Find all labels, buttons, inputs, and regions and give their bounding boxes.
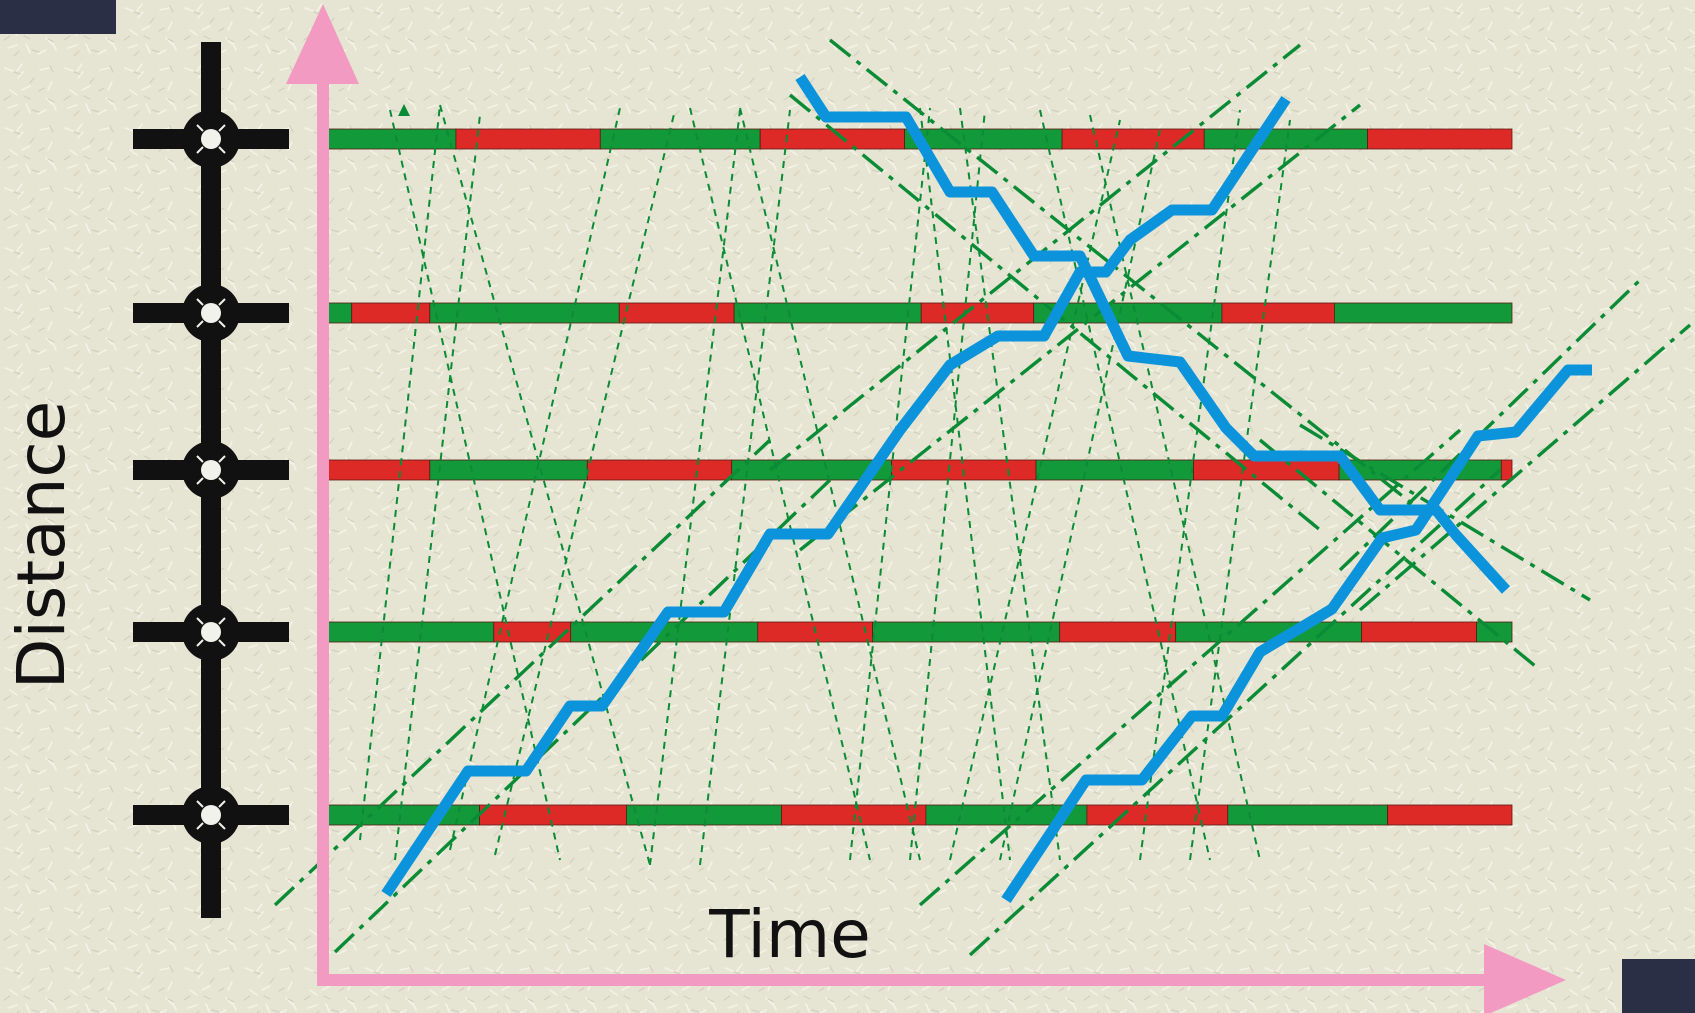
trajectory-southbound-1 xyxy=(795,74,1511,594)
trajectory-northbound-1 xyxy=(381,95,1291,898)
dash-dot-band-lines xyxy=(273,38,1692,957)
vehicle-trajectories xyxy=(381,74,1592,904)
intersection-icon xyxy=(133,110,289,168)
x-axis-arrow-icon xyxy=(1484,944,1566,1013)
red-phase-segment xyxy=(781,804,927,826)
red-phase-segment xyxy=(327,459,431,481)
y-axis-label: Distance xyxy=(3,401,80,690)
intersection-icon xyxy=(133,786,289,844)
signal-row-4 xyxy=(327,621,1513,643)
axes xyxy=(286,4,1566,1013)
red-phase-segment xyxy=(479,804,627,826)
x-axis-label: Time xyxy=(708,896,871,973)
green-phase-segment xyxy=(327,621,495,643)
progression-band-lines xyxy=(273,38,1692,957)
signal-row-1 xyxy=(327,128,1513,150)
corner-block-bottom-right xyxy=(1622,959,1695,1013)
y-axis-arrow-icon xyxy=(286,4,359,84)
corner-block-top-left xyxy=(0,0,116,34)
red-phase-segment xyxy=(1361,621,1477,643)
fine-dashed-lines xyxy=(359,104,1291,866)
green-phase-segment xyxy=(327,302,353,324)
red-phase-segment xyxy=(1367,128,1513,150)
signal-row-3 xyxy=(327,459,1513,481)
green-phase-segment xyxy=(1334,302,1513,324)
intersection-icon xyxy=(133,441,289,499)
green-phase-segment xyxy=(429,459,588,481)
trajectory-northbound-2 xyxy=(1001,364,1592,904)
green-phase-segment xyxy=(1227,804,1389,826)
red-phase-segment xyxy=(1221,302,1335,324)
green-phase-segment xyxy=(626,804,782,826)
red-phase-segment xyxy=(1086,804,1229,826)
green-phase-segment xyxy=(872,621,1061,643)
red-phase-segment xyxy=(1193,459,1340,481)
signal-row-2 xyxy=(327,302,1513,324)
intersection-icon xyxy=(133,603,289,661)
green-phase-segment xyxy=(733,302,922,324)
green-phase-segment xyxy=(1175,621,1362,643)
red-phase-segment xyxy=(920,302,1035,324)
red-phase-segment xyxy=(1500,459,1513,481)
red-phase-segment xyxy=(1387,804,1513,826)
band-arrow-icon xyxy=(398,104,410,116)
intersection-icon xyxy=(133,284,289,342)
intersection-column xyxy=(133,42,289,918)
red-phase-segment xyxy=(586,459,733,481)
red-phase-segment xyxy=(759,128,906,150)
